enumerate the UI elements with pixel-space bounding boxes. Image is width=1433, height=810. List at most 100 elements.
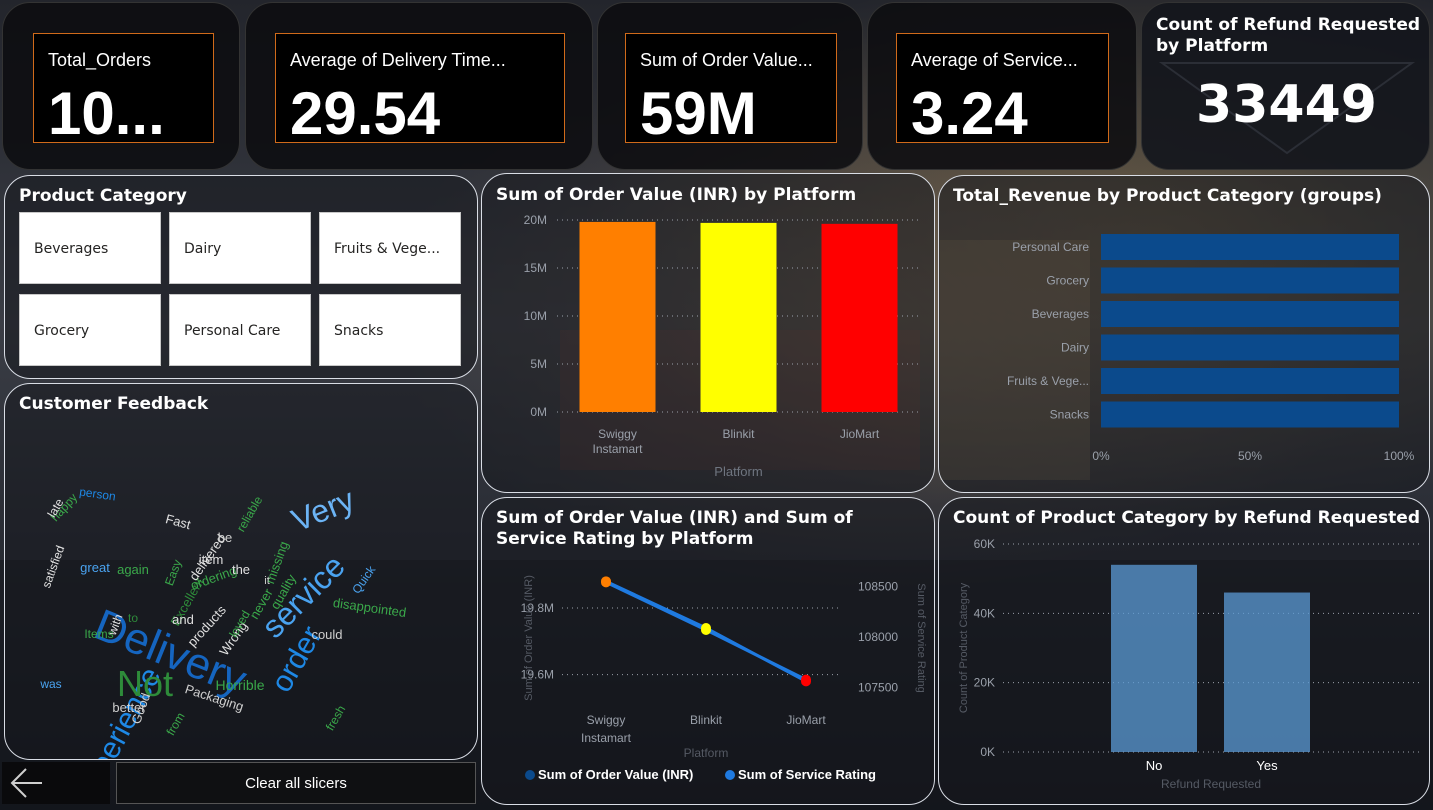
order-value-by-platform-chart: Sum of Order Value (INR) by Platform 20M… [481, 173, 935, 493]
y-tick-label: Dairy [1061, 341, 1089, 355]
kpi-value: 10... [48, 80, 165, 147]
kpi-label: Average of Service... [911, 50, 1078, 70]
refund-card-title: Count of Refund Requested by Platform [1156, 15, 1421, 56]
y-tick-label: 0M [530, 405, 547, 419]
bar [1111, 564, 1197, 752]
kpi-value: 3.24 [911, 80, 1028, 147]
bar [1101, 401, 1399, 428]
refund-card: Count of Refund Requested by Platform 33… [1141, 2, 1430, 170]
word-cloud-word: be [218, 530, 232, 545]
word-cloud-word: from [163, 710, 187, 738]
kpi-card: Total_Orders 10... [33, 33, 214, 147]
customer-feedback-panel: Customer Feedback Delivery experience serv… [4, 383, 478, 760]
legend-marker [525, 770, 535, 780]
chart-title: Total_Revenue by Product Category (group… [953, 186, 1382, 206]
bar [579, 221, 656, 412]
x-tick-label-line: Swiggy [587, 713, 626, 727]
order-value-rating-chart: Sum of Order Value (INR) and Sum of Serv… [481, 497, 935, 805]
word-cloud-word: Not [117, 663, 173, 704]
y-tick-label: 20K [974, 676, 995, 690]
x-tick-label-line: Instamart [581, 731, 632, 745]
word-cloud-word: disappointed [332, 595, 407, 620]
word-cloud-word: and [172, 612, 194, 627]
y-tick-label: 40K [974, 606, 995, 620]
word-cloud-word: Fast [164, 511, 193, 532]
x-tick-label-line: JioMart [840, 427, 880, 441]
legend-label: Sum of Service Rating [738, 767, 876, 782]
kpi-card: Average of Service... 3.24 [896, 33, 1109, 147]
slicer-item-personal-care[interactable]: Personal Care [169, 294, 311, 366]
column-chart-svg: 60K 40K 20K 0K Count of Product Category No Ye… [958, 537, 1419, 791]
kpi-value: 29.54 [290, 80, 441, 147]
word-cloud-word: better [112, 700, 146, 715]
slicer-item-snacks[interactable]: Snacks [319, 294, 461, 366]
clear-all-slicers-button[interactable]: Clear all slicers [116, 762, 476, 804]
y-tick-label-left: 19.8M [521, 601, 554, 615]
slicer-item-fruits-vegetables[interactable]: Fruits & Vege... [319, 212, 461, 284]
x-tick-label: No [1146, 758, 1163, 773]
x-tick-label-line: Instamart [592, 442, 643, 456]
y-tick-label: Fruits & Vege... [1007, 374, 1089, 388]
legend-marker [725, 770, 735, 780]
revenue-by-category-chart: Total_Revenue by Product Category (group… [938, 175, 1430, 493]
line-chart-svg: 19.8M 19.6M 108500 108000 107500 Sum of Order… [521, 575, 927, 782]
back-button[interactable] [2, 762, 110, 804]
word-cloud-word: Very [286, 481, 359, 538]
x-tick-label: JioMart [840, 427, 880, 441]
chart-title: Sum of Order Value (INR) and Sum of Serv… [496, 508, 853, 549]
bar [1224, 592, 1310, 752]
hbar-chart-svg: 0% 50% 100% Personal Care Grocery Beverages Da… [1007, 234, 1415, 463]
x-tick-label: Yes [1256, 758, 1278, 773]
kpi-label: Sum of Order Value... [640, 50, 813, 70]
legend-label: Sum of Order Value (INR) [538, 767, 693, 782]
word-cloud-word: Easy [162, 558, 184, 588]
kpi-card: Average of Delivery Time... 29.54 [275, 33, 565, 147]
slicer-item-grocery[interactable]: Grocery [19, 294, 161, 366]
x-axis-label: Platform [684, 746, 729, 760]
y-axis-label-left: Sum of Order Value (INR) [523, 575, 535, 701]
word-cloud-word: loved [226, 608, 252, 640]
kpi-card: Sum of Order Value... 59M [625, 33, 837, 147]
x-tick-label-line: Blinkit [690, 713, 723, 727]
data-point [601, 577, 611, 588]
kpi-value: 59M [640, 80, 757, 147]
envelope-backdrop [1158, 62, 1416, 155]
x-tick-label: Blinkit [722, 427, 755, 441]
word-cloud-word: satisfied [39, 544, 67, 590]
y-axis-label-right: Sum of Service Rating [915, 583, 927, 692]
bar [1101, 334, 1399, 361]
y-tick-label-right: 108500 [858, 579, 898, 593]
x-tick-label: Blinkit [690, 713, 723, 727]
data-point [701, 624, 711, 635]
word-cloud-word: Horrible [215, 677, 264, 693]
word-cloud-word: was [39, 677, 61, 691]
y-axis-label: Count of Product Category [958, 582, 970, 713]
slicer-item-beverages[interactable]: Beverages [19, 212, 161, 284]
y-tick-label: 10M [524, 309, 547, 323]
y-tick-label-right: 107500 [858, 681, 898, 695]
word-cloud-word: great [80, 560, 110, 575]
x-tick-label: 50% [1238, 449, 1262, 463]
word-cloud-word: it [264, 575, 270, 587]
y-tick-label-left: 19.6M [521, 668, 554, 682]
chart-title: Sum of Order Value (INR) by Platform [496, 185, 857, 205]
bar [1101, 267, 1399, 294]
kpi-panel-order-value: Sum of Order Value... 59M [597, 2, 863, 170]
y-tick-label: Personal Care [1012, 240, 1089, 254]
slicer-item-dairy[interactable]: Dairy [169, 212, 311, 284]
bar [1101, 301, 1399, 327]
bar [1101, 368, 1399, 394]
x-tick-label-line: Swiggy [598, 427, 637, 441]
y-tick-label: 15M [524, 261, 547, 275]
y-tick-label: 20M [524, 213, 547, 227]
kpi-panel-orders: Total_Orders 10... [2, 2, 240, 170]
refund-card-value: 33449 [1196, 75, 1377, 135]
data-point [801, 674, 811, 685]
x-axis-label: Refund Requested [1161, 777, 1261, 791]
bar [1101, 234, 1399, 260]
chart-title: Count of Product Category by Refund Requ… [953, 508, 1420, 528]
x-tick-label-line: JioMart [786, 713, 826, 727]
word-cloud-word: person [78, 485, 116, 504]
